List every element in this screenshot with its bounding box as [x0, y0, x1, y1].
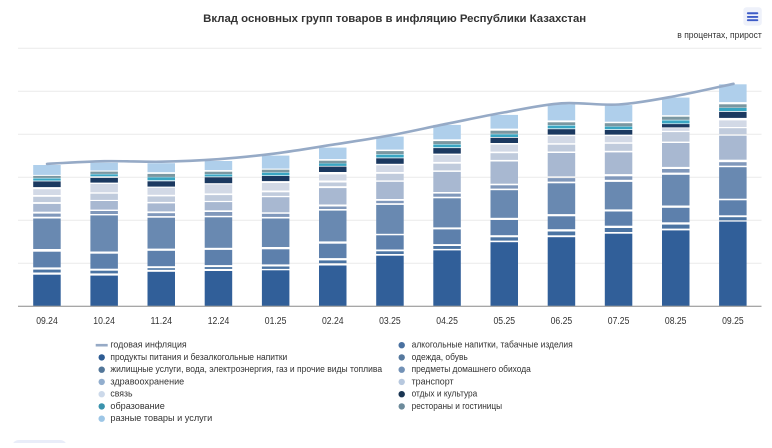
- svg-text:одежда, обувь: одежда, обувь: [412, 352, 468, 362]
- svg-text:рестораны и гостиницы: рестораны и гостиницы: [412, 401, 503, 411]
- svg-text:01.25: 01.25: [265, 316, 287, 327]
- svg-text:08.25: 08.25: [665, 316, 687, 327]
- svg-text:жилищные услуги, вода, электро: жилищные услуги, вода, электроэнергия, г…: [110, 364, 382, 374]
- svg-text:предметы домашнего обихода: предметы домашнего обихода: [412, 364, 531, 374]
- svg-text:образование: образование: [110, 401, 164, 411]
- svg-text:алкогольные напитки, табачные: алкогольные напитки, табачные изделия: [412, 340, 573, 350]
- svg-text:продукты питания и безалкоголь: продукты питания и безалкогольные напитк…: [110, 352, 287, 362]
- svg-text:разные товары и услуги: разные товары и услуги: [110, 413, 212, 423]
- svg-text:07.25: 07.25: [608, 316, 630, 327]
- svg-text:12.24: 12.24: [208, 316, 230, 327]
- svg-text:05.25: 05.25: [494, 316, 516, 327]
- svg-text:10.24: 10.24: [93, 316, 115, 327]
- svg-text:02.24: 02.24: [322, 316, 344, 327]
- svg-text:в процентах, прирост: в процентах, прирост: [677, 30, 762, 41]
- svg-text:связь: связь: [110, 389, 132, 399]
- svg-text:11.24: 11.24: [151, 316, 173, 327]
- svg-text:03.25: 03.25: [379, 316, 401, 327]
- svg-text:04.25: 04.25: [436, 316, 458, 327]
- svg-text:06.25: 06.25: [551, 316, 573, 327]
- svg-text:09.25: 09.25: [722, 316, 744, 327]
- svg-text:отдых и культура: отдых и культура: [412, 389, 478, 399]
- svg-text:09.24: 09.24: [36, 316, 58, 327]
- svg-text:здравоохранение: здравоохранение: [110, 376, 184, 386]
- svg-text:годовая инфляция: годовая инфляция: [110, 340, 186, 350]
- svg-text:Вклад основных групп товаров в: Вклад основных групп товаров в инфляцию …: [203, 13, 586, 25]
- svg-text:транспорт: транспорт: [412, 376, 454, 386]
